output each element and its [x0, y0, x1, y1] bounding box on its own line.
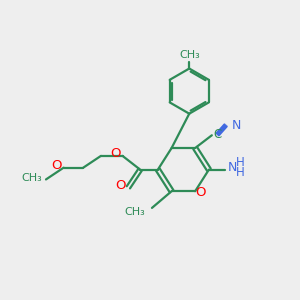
- Text: O: O: [51, 159, 62, 172]
- Text: O: O: [195, 186, 205, 199]
- Text: CH₃: CH₃: [21, 173, 42, 184]
- Text: H: H: [236, 166, 244, 179]
- Text: O: O: [110, 147, 121, 161]
- Text: H: H: [236, 156, 244, 169]
- Text: N: N: [232, 119, 241, 132]
- Text: C: C: [214, 128, 222, 141]
- Text: O: O: [115, 179, 125, 192]
- Text: CH₃: CH₃: [124, 207, 145, 217]
- Text: N: N: [227, 161, 237, 174]
- Text: CH₃: CH₃: [179, 50, 200, 60]
